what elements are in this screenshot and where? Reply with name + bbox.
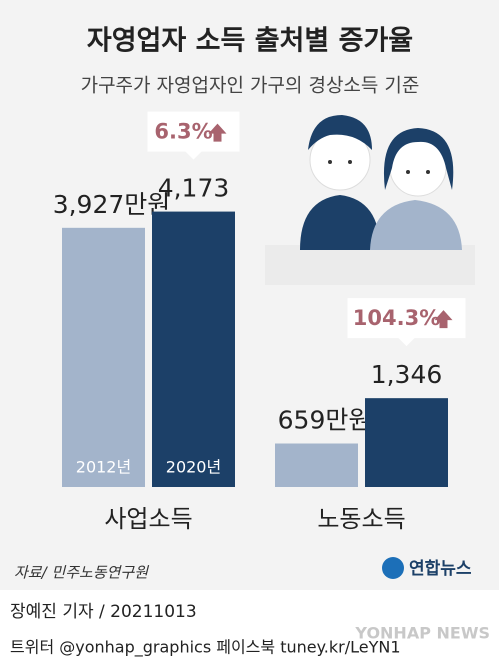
logo: 연합뉴스 <box>409 558 472 579</box>
byline: 장예진 기자 / 20211013 <box>10 602 197 622</box>
bar <box>275 443 358 487</box>
chart-subtitle: 가구주가 자영업자인 가구의 경상소득 기준 <box>81 75 420 97</box>
social: 트위터 @yonhap_graphics 페이스북 tuney.kr/LeYN1 <box>10 638 401 658</box>
source: 자료/ 민주노동연구원 <box>14 564 149 582</box>
callout-box <box>347 298 466 347</box>
category-label: 사업소득 <box>104 505 192 533</box>
value-label: 1,346 <box>371 360 443 389</box>
bar <box>62 227 145 487</box>
series-label: 2012년 <box>76 458 131 477</box>
value-label: 659만원 <box>278 406 372 435</box>
change-label: 104.3% <box>353 306 440 330</box>
up-arrow <box>208 123 227 142</box>
category-label: 노동소득 <box>317 505 405 533</box>
watermark: YONHAP NEWS <box>354 624 490 643</box>
bar <box>365 398 448 487</box>
value-label: 4,173 <box>158 174 230 203</box>
footer-background <box>0 590 499 666</box>
callout-box <box>147 111 240 160</box>
up-arrow <box>434 310 453 329</box>
bar <box>152 211 235 487</box>
change-label: 6.3% <box>154 120 212 144</box>
logo-icon <box>382 557 404 579</box>
illustration <box>265 115 475 285</box>
series-label: 2020년 <box>166 458 221 477</box>
chart-title: 자영업자 소득 출처별 증가율 <box>87 26 413 57</box>
value-label: 3,927만원 <box>53 190 171 219</box>
